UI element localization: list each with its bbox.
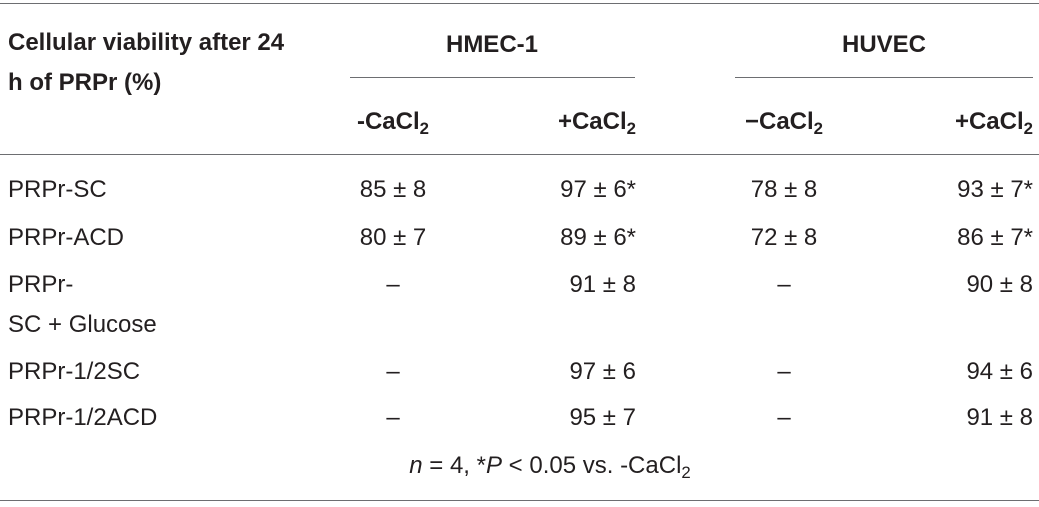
cell: – — [777, 404, 791, 431]
bottom-rule — [0, 500, 1039, 501]
cell: 91 ± 8 — [966, 404, 1033, 431]
column-header-sub: 2 — [813, 119, 824, 139]
header-rule — [0, 154, 1039, 155]
column-header-text: −CaCl — [744, 108, 814, 135]
footnote-part: 2 — [681, 463, 691, 483]
cell: 78 ± 8 — [750, 176, 818, 203]
cell: 91 ± 8 — [569, 271, 636, 298]
column-header: +CaCl2 — [833, 102, 1033, 142]
stub-header: Cellular viability after 24 h of PRPr (%… — [8, 29, 285, 96]
column-header-sub: 2 — [1023, 119, 1033, 139]
cell: 89 ± 6* — [560, 224, 636, 251]
cell: 90 ± 8 — [966, 271, 1033, 298]
column-header-sub: 2 — [419, 119, 429, 139]
group-rule — [735, 77, 1033, 78]
cell: – — [777, 358, 791, 385]
group-header: HUVEC — [841, 31, 926, 58]
cell: 80 ± 7 — [359, 224, 427, 251]
row-label: PRPr-SC — [8, 176, 107, 203]
column-header: +CaCl2 — [436, 102, 636, 142]
cell: 72 ± 8 — [750, 224, 818, 251]
column-header: -CaCl2 — [293, 102, 493, 142]
group-header: HMEC-1 — [445, 31, 538, 58]
row-label: PRPr-1/2ACD — [8, 404, 158, 431]
column-header-text: +CaCl — [557, 108, 627, 135]
cell: 94 ± 6 — [966, 358, 1033, 385]
cell: 93 ± 7* — [957, 176, 1033, 203]
row-label: PRPr-ACD — [8, 224, 125, 251]
cell: 97 ± 6* — [560, 176, 636, 203]
cell: – — [777, 271, 791, 298]
cell: 97 ± 6 — [569, 358, 636, 385]
cell: 85 ± 8 — [359, 176, 427, 203]
footnote-part: P — [485, 452, 502, 479]
cell: – — [386, 358, 400, 385]
row-label: PRPr-1/2SC — [8, 358, 141, 385]
column-header: −CaCl2 — [684, 102, 884, 142]
cell: 95 ± 7 — [569, 404, 636, 431]
top-rule — [0, 3, 1039, 4]
cell: – — [386, 271, 400, 298]
cell: 86 ± 7* — [957, 224, 1033, 251]
footnote-part: = 4, * — [422, 452, 486, 479]
column-header-sub: 2 — [626, 119, 636, 139]
footnote-part: n — [409, 452, 423, 479]
row-label: PRPr- SC + Glucose — [8, 271, 157, 338]
footnote-part: < 0.05 vs. -CaCl — [502, 452, 682, 479]
group-rule — [350, 77, 635, 78]
column-header-text: -CaCl — [356, 108, 420, 135]
column-header-text: +CaCl — [954, 108, 1024, 135]
cell: – — [386, 404, 400, 431]
footnote: n = 4, *P < 0.05 vs. -CaCl2 — [350, 446, 750, 486]
